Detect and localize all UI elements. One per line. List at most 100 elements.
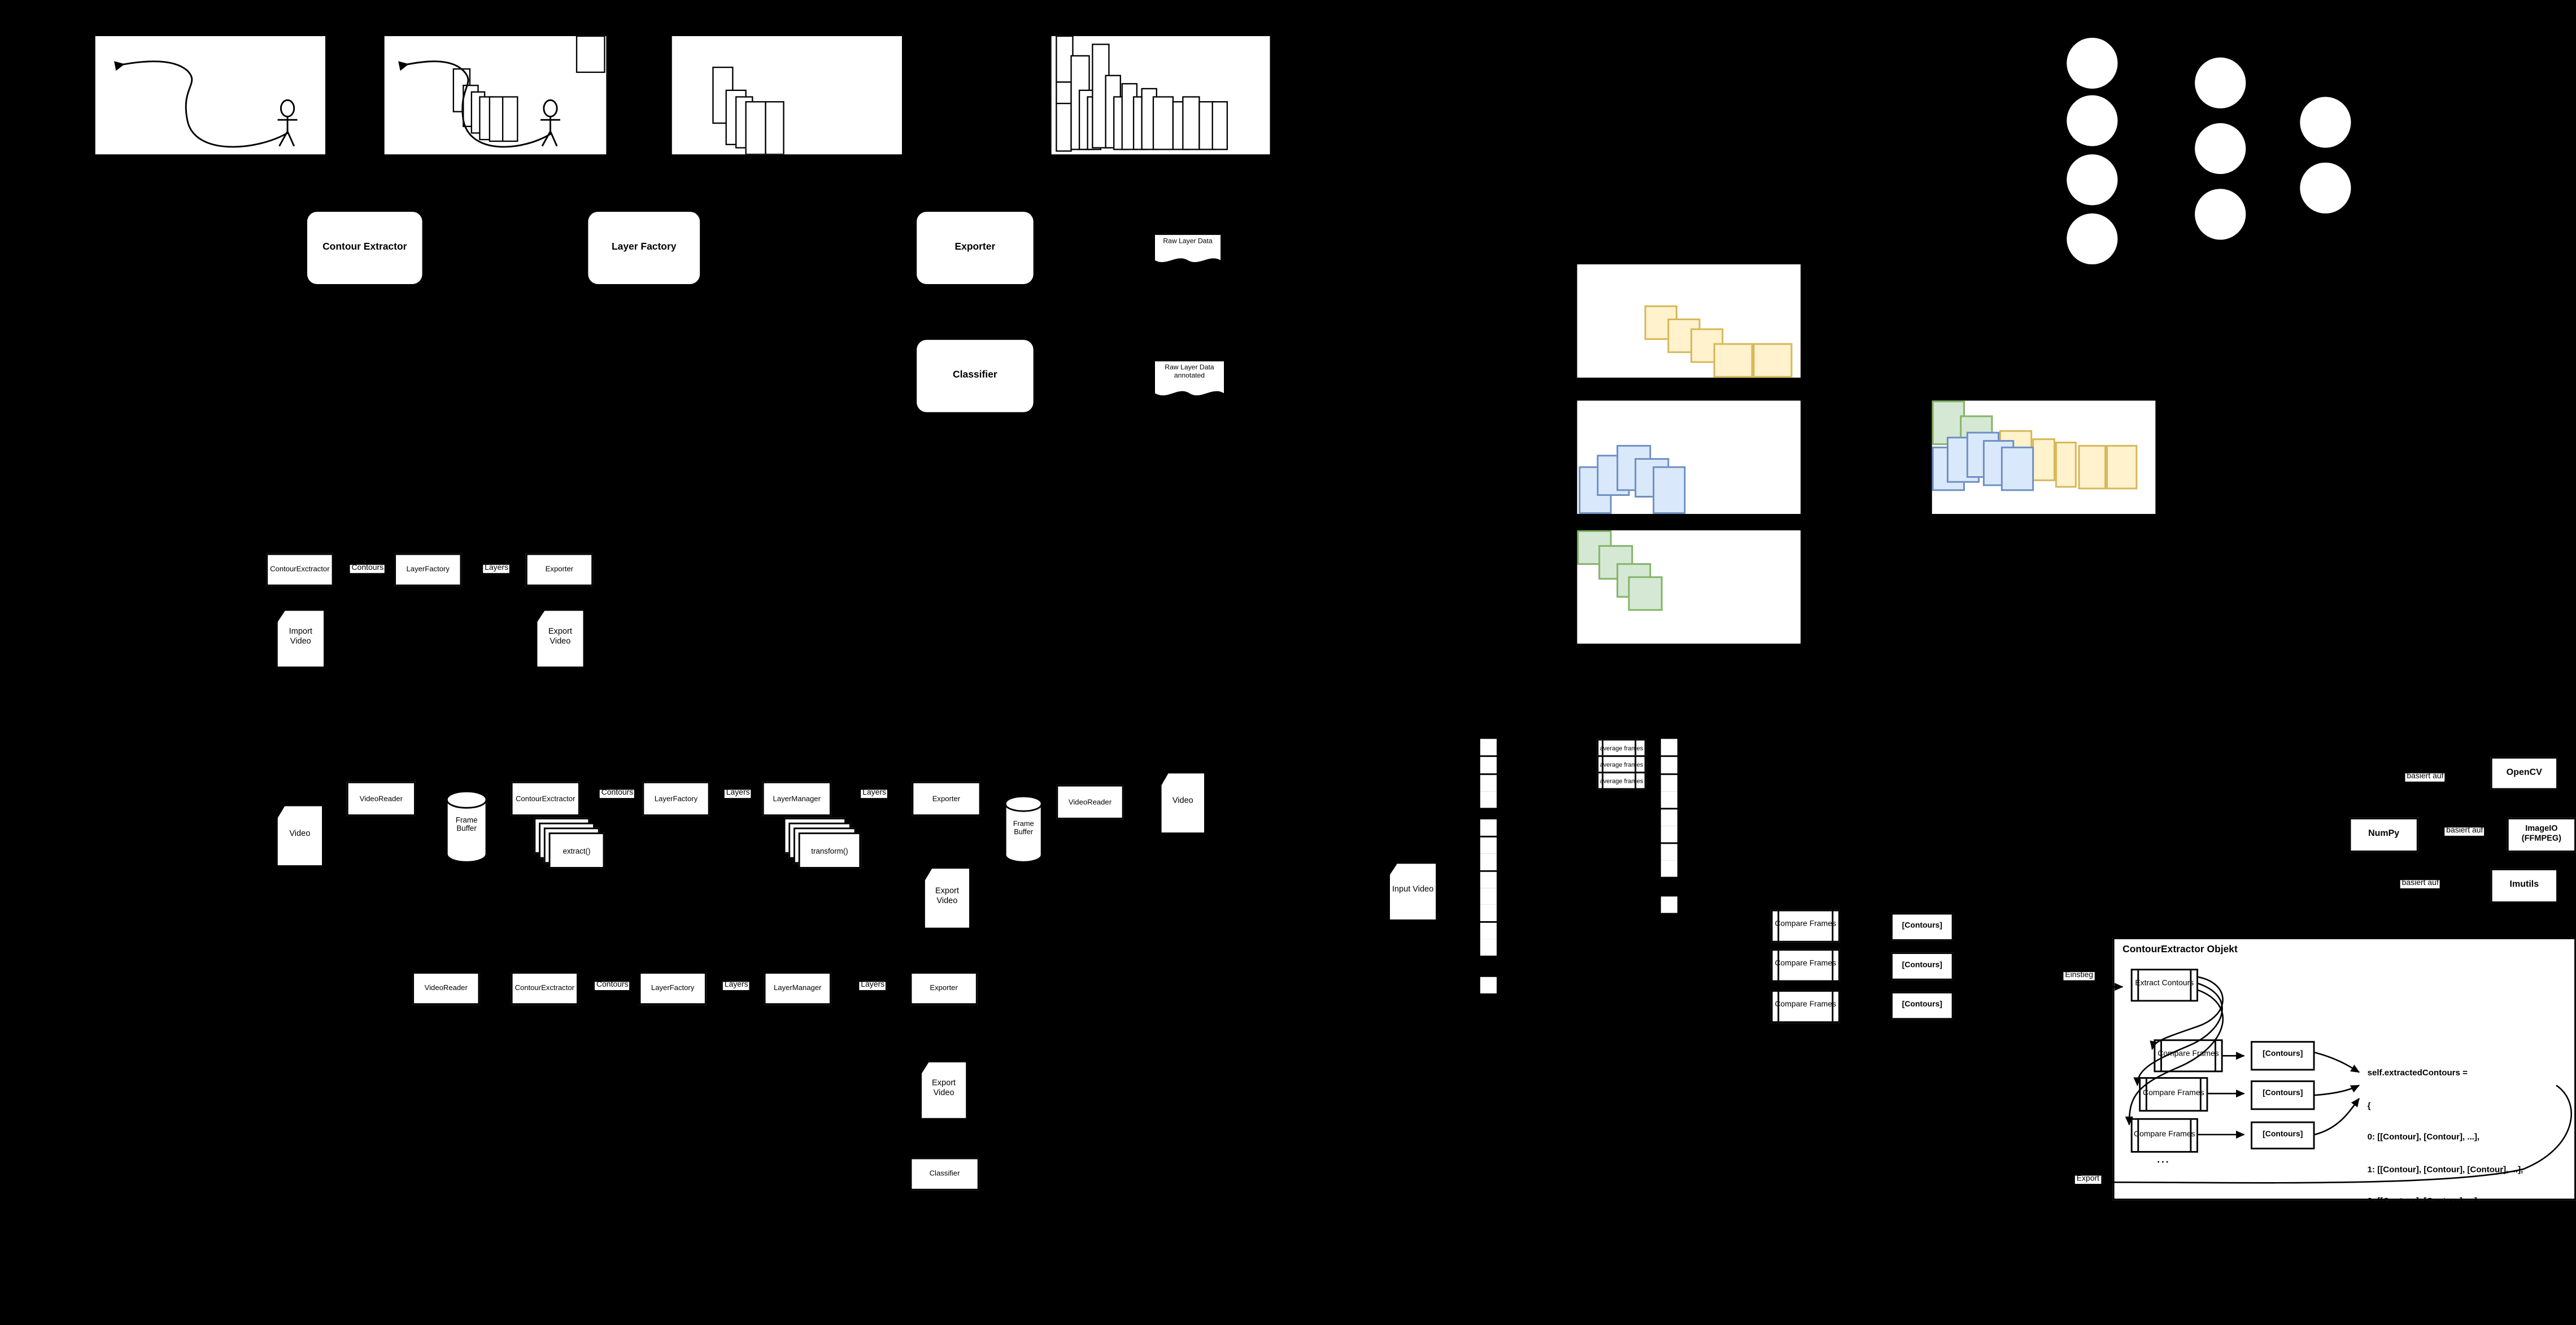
frame-cell[interactable]: [1480, 791, 1497, 808]
component-contour-extractor[interactable]: Contour Extractor: [306, 210, 424, 286]
component-exporter[interactable]: Exporter: [915, 210, 1035, 286]
frame-cell[interactable]: [1480, 888, 1497, 905]
frame-cell[interactable]: [1660, 775, 1677, 792]
component-classifier[interactable]: Classifier: [915, 338, 1035, 414]
card-export-video-3[interactable]: Export Video: [921, 1062, 966, 1118]
pipe2-video-reader-2[interactable]: VideoReader: [1056, 784, 1124, 820]
library-numpy[interactable]: NumPy: [2349, 817, 2418, 852]
frame-buffer-cylinder-2[interactable]: Frame Buffer: [1004, 795, 1043, 864]
pipe3-exporter[interactable]: Exporter: [910, 972, 978, 1005]
frame-cell[interactable]: [1480, 871, 1497, 888]
frame-cell[interactable]: [1660, 826, 1677, 843]
flow1-layer-factory[interactable]: LayerFactory: [394, 553, 462, 586]
pipe2-video-reader[interactable]: VideoReader: [346, 781, 416, 816]
pipe2-layer-factory[interactable]: LayerFactory: [642, 781, 710, 816]
doc-raw-layer-data[interactable]: Raw Layer Data: [1155, 235, 1221, 268]
frame-cell[interactable]: [1660, 809, 1677, 826]
frame-cell[interactable]: [1480, 819, 1497, 836]
pipe2-layer-manager[interactable]: LayerManager: [762, 781, 831, 816]
card-import-video[interactable]: Import Video: [277, 611, 324, 667]
node-circle[interactable]: [2067, 95, 2118, 146]
frame-buffer-cylinder-1[interactable]: Frame Buffer: [445, 790, 488, 864]
basiert-auf-label[interactable]: basiert auf: [2400, 880, 2440, 889]
card-input-video[interactable]: Input Video: [1389, 864, 1436, 920]
flow1-contour-exctractor[interactable]: ContourExctractor: [266, 553, 334, 586]
sketch-panel-motion-path[interactable]: [95, 36, 325, 155]
contours-list-node[interactable]: [Contours]: [1891, 991, 1954, 1020]
pipe3-layer-manager[interactable]: LayerManager: [764, 972, 831, 1005]
frames-panel-blue[interactable]: [1577, 400, 1801, 514]
node-circle[interactable]: [2195, 123, 2246, 175]
pipe3-contour-exctractor[interactable]: ContourExctractor: [511, 972, 578, 1005]
objekt-compare-frames-node[interactable]: Compare Frames: [2154, 1039, 2223, 1073]
frame-cell[interactable]: [1480, 922, 1497, 939]
objekt-contours-list-node[interactable]: [Contours]: [2251, 1080, 2315, 1110]
card-video-in[interactable]: Video: [277, 806, 322, 866]
compare-frames-node[interactable]: Compare Frames: [1771, 909, 1840, 943]
frame-cell[interactable]: [1660, 860, 1677, 877]
flow1-layers-label[interactable]: Layers: [483, 565, 510, 574]
objekt-contours-list-node[interactable]: [Contours]: [2251, 1041, 2315, 1071]
frame-cell[interactable]: [1480, 853, 1497, 870]
average-frames-row[interactable]: average frames: [1597, 755, 1646, 774]
card-export-video[interactable]: Export Video: [537, 611, 583, 667]
extract-call-stack[interactable]: extract(): [534, 817, 606, 870]
pipe3-layer-factory[interactable]: LayerFactory: [639, 972, 707, 1005]
frame-cell[interactable]: [1660, 844, 1677, 861]
objekt-compare-frames-node[interactable]: Compare Frames: [2139, 1077, 2208, 1112]
card-export-video-2[interactable]: Export Video: [925, 868, 970, 928]
flow1-contours-label[interactable]: Contours: [350, 565, 386, 574]
pipe3-classifier[interactable]: Classifier: [910, 1157, 979, 1191]
objekt-compare-frames-node[interactable]: Compare Frames: [2130, 1118, 2198, 1153]
node-circle[interactable]: [2195, 189, 2246, 240]
frame-cell[interactable]: [1480, 775, 1497, 792]
frame-cell[interactable]: [1660, 791, 1677, 808]
library-opencv[interactable]: OpenCV: [2490, 757, 2558, 790]
pipe2-contours-label[interactable]: Contours: [599, 790, 635, 799]
average-frames-row[interactable]: average frames: [1597, 772, 1646, 790]
frame-cell[interactable]: [1480, 904, 1497, 921]
frames-panel-yellow[interactable]: [1577, 264, 1801, 378]
contours-list-node[interactable]: [Contours]: [1891, 913, 1954, 941]
frame-cell[interactable]: [1660, 739, 1677, 756]
frame-cell[interactable]: [1480, 739, 1497, 756]
frame-cell[interactable]: [1660, 757, 1677, 774]
frames-panel-merged[interactable]: [1932, 400, 2156, 514]
transform-call-stack[interactable]: transform(): [783, 817, 862, 870]
frame-cell[interactable]: [1480, 939, 1497, 956]
library-imageio[interactable]: ImageIO (FFMPEG): [2507, 817, 2576, 852]
compare-frames-node[interactable]: Compare Frames: [1771, 990, 1840, 1023]
sketch-panel-layer-cluster[interactable]: [1051, 36, 1270, 155]
pipe3-video-reader[interactable]: VideoReader: [412, 972, 480, 1005]
compare-frames-node[interactable]: Compare Frames: [1771, 949, 1840, 982]
node-circle[interactable]: [2067, 37, 2118, 89]
basiert-auf-label[interactable]: basiert auf: [2444, 827, 2485, 836]
pipe3-contours-label[interactable]: Contours: [594, 982, 630, 991]
frame-cell[interactable]: [1480, 757, 1497, 774]
frame-cell[interactable]: [1480, 837, 1497, 854]
node-circle[interactable]: [2300, 97, 2351, 148]
einstieg-label[interactable]: Einstieg: [2063, 972, 2095, 981]
pipe3-layers-label-1[interactable]: Layers: [722, 982, 750, 991]
sketch-panel-layer-stack[interactable]: [672, 36, 902, 155]
doc-raw-layer-data-annotated[interactable]: Raw Layer Data annotated: [1155, 361, 1224, 401]
sketch-panel-motion-path-frames[interactable]: [384, 36, 607, 155]
node-circle[interactable]: [2195, 57, 2246, 108]
pipe2-layers-label-2[interactable]: Layers: [861, 790, 888, 799]
node-circle[interactable]: [2067, 213, 2118, 265]
frames-panel-green[interactable]: [1577, 530, 1801, 644]
frame-cell[interactable]: [1480, 977, 1497, 993]
component-layer-factory[interactable]: Layer Factory: [586, 210, 702, 286]
basiert-auf-label[interactable]: basiert auf: [2405, 773, 2446, 782]
contours-list-node[interactable]: [Contours]: [1891, 952, 1954, 980]
pipe2-contour-exctractor[interactable]: ContourExctractor: [511, 781, 580, 816]
pipe2-exporter[interactable]: Exporter: [912, 781, 981, 816]
average-frames-row[interactable]: average frames: [1597, 739, 1646, 757]
card-video-out[interactable]: Video: [1161, 773, 1205, 833]
frame-cell[interactable]: [1660, 896, 1677, 913]
library-imutils[interactable]: Imutils: [2490, 868, 2558, 903]
node-circle[interactable]: [2067, 154, 2118, 206]
export-label[interactable]: Export: [2074, 1175, 2101, 1184]
flow1-exporter[interactable]: Exporter: [525, 553, 594, 586]
extract-contours-node[interactable]: Extract Contours: [2130, 969, 2198, 1002]
